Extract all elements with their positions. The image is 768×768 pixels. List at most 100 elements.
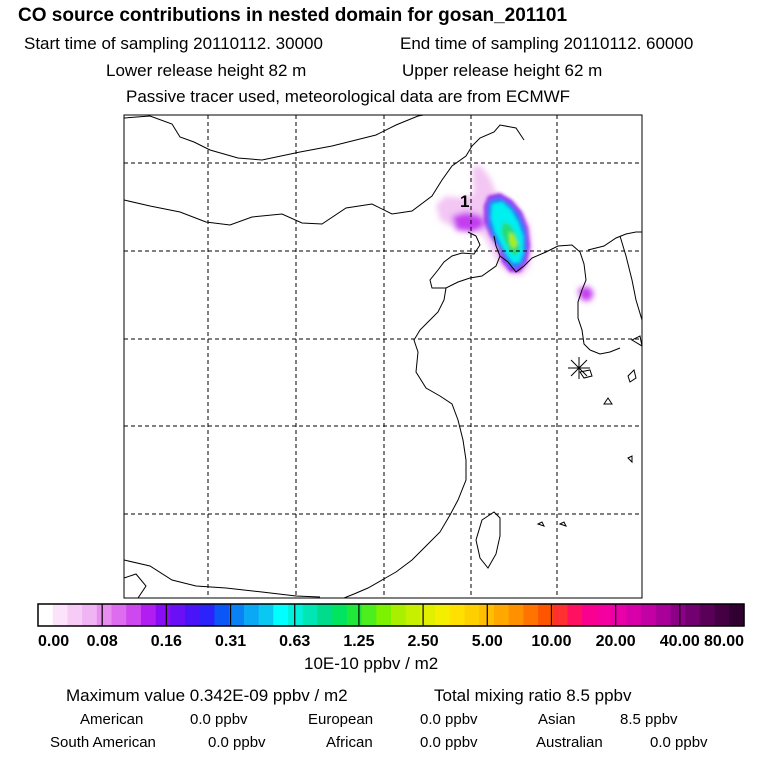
map-label: 1	[460, 192, 469, 211]
colorbar-tick-label: 0.08	[87, 633, 118, 650]
colorbar-swatch	[185, 604, 201, 626]
start-sampling-time: Start time of sampling 20110112. 30000	[24, 34, 323, 53]
colorbar-swatch	[288, 604, 304, 626]
region-south-american-name: South American	[50, 734, 156, 751]
colorbar: 0.00 0.08 0.16 0.31 0.63 1.25 2.50 5.00 10.00 20.…	[37, 603, 745, 650]
colorbar-swatch	[670, 604, 686, 626]
region-american-value: 0.0 ppbv	[190, 711, 248, 728]
colorbar-swatch	[538, 604, 554, 626]
colorbar-tick-label: 0.63	[279, 633, 310, 650]
colorbar-tick-label: 0.31	[215, 633, 246, 650]
colorbar-swatch	[317, 604, 333, 626]
colorbar-tick-label: 5.00	[472, 633, 503, 650]
taiwan-island	[475, 511, 501, 569]
colorbar-tick-label: 0.00	[38, 633, 69, 650]
colorbar-swatch	[641, 604, 657, 626]
region-asian-name: Asian	[538, 711, 576, 728]
korea-peninsula	[619, 235, 642, 321]
colorbar-swatch	[552, 604, 569, 626]
colorbar-swatch	[229, 604, 245, 626]
colorbar-swatch	[361, 604, 377, 626]
colorbar-swatch	[596, 604, 613, 626]
colorbar-swatch	[685, 604, 701, 626]
end-sampling-time: End time of sampling 20110112. 60000	[400, 34, 694, 53]
colorbar-tick-label: 40.00	[660, 633, 700, 650]
colorbar-swatch	[126, 604, 142, 626]
colorbar-major-ticks	[101, 604, 681, 626]
colorbar-tick-label: 10.00	[531, 633, 571, 650]
colorbar-swatch	[611, 604, 627, 626]
colorbar-swatch	[567, 604, 583, 626]
receptor-marker	[568, 357, 590, 379]
jeju-island	[579, 369, 593, 379]
korea-east-coast	[587, 231, 642, 251]
region-european-name: European	[308, 711, 374, 728]
colorbar-swatch	[493, 604, 510, 626]
korea-west-coast	[577, 251, 591, 351]
colorbar-swatch	[435, 604, 451, 626]
colorbar-swatch	[376, 604, 392, 626]
hainan-coast	[124, 573, 147, 598]
yellow-sea-coast	[343, 287, 467, 598]
lower-release-height: Lower release height 82 m	[106, 61, 307, 80]
colorbar-tick-label: 80.00	[704, 633, 744, 650]
japan-islands	[536, 335, 642, 527]
colorbar-swatch	[626, 604, 642, 626]
colorbar-tick-label: 0.16	[151, 633, 182, 650]
plume-field	[436, 165, 594, 301]
colorbar-swatch	[405, 604, 422, 626]
tracer-note: Passive tracer used, meteorological data…	[126, 87, 571, 106]
region-african-name: African	[326, 734, 373, 751]
colorbar-swatch	[346, 604, 363, 626]
colorbar-swatch	[391, 604, 407, 626]
upper-release-height: Upper release height 62 m	[402, 61, 603, 80]
colorbar-swatch	[302, 604, 319, 626]
plume-lime	[509, 232, 517, 249]
colorbar-tick-label: 20.00	[596, 633, 636, 650]
northern-border	[124, 115, 427, 161]
colorbar-swatch	[714, 604, 730, 626]
colorbar-swatch	[155, 604, 171, 626]
colorbar-swatch	[38, 604, 54, 626]
colorbar-swatch	[729, 604, 745, 626]
map-frame	[123, 114, 643, 599]
colorbar-swatch	[464, 604, 480, 626]
korea-south-coast	[589, 347, 621, 355]
maximum-value: Maximum value 0.342E-09 ppbv / m2	[66, 686, 348, 705]
colorbar-swatch	[449, 604, 466, 626]
colorbar-swatch	[82, 604, 98, 626]
colorbar-swatch	[655, 604, 672, 626]
colorbar-swatch	[273, 604, 289, 626]
colorbar-swatch	[140, 604, 157, 626]
chart-title: CO source contributions in nested domain…	[18, 5, 568, 26]
liaodong-coast	[499, 244, 581, 273]
colorbar-swatch	[96, 604, 113, 626]
colorbar-swatch	[199, 604, 216, 626]
colorbar-tick-label: 1.25	[343, 633, 374, 650]
colorbar-units: 10E-10 ppbv / m2	[304, 654, 439, 673]
colorbar-swatch	[67, 604, 83, 626]
colorbar-swatch	[332, 604, 348, 626]
region-asian-value: 8.5 ppbv	[620, 711, 678, 728]
colorbar-tick-labels: 0.00 0.08 0.16 0.31 0.63 1.25 2.50 5.00 10.00 20.…	[38, 633, 744, 650]
colorbar-swatch	[52, 604, 69, 626]
concentration-map: 1	[123, 114, 643, 599]
colorbar-swatch	[170, 604, 186, 626]
colorbar-swatch	[243, 604, 260, 626]
plume-west-blob	[452, 212, 486, 232]
region-australian-value: 0.0 ppbv	[650, 734, 708, 751]
grid-lines	[124, 115, 642, 598]
colorbar-swatch	[582, 604, 598, 626]
inner-mongolia-border	[124, 124, 525, 226]
south-coast	[124, 559, 321, 598]
colorbar-swatch	[214, 604, 230, 626]
colorbar-swatch	[258, 604, 274, 626]
bohai-coast	[429, 231, 501, 289]
region-european-value: 0.0 ppbv	[420, 711, 478, 728]
region-african-value: 0.0 ppbv	[420, 734, 478, 751]
total-mixing-ratio: Total mixing ratio 8.5 ppbv	[434, 686, 632, 705]
colorbar-swatch	[699, 604, 716, 626]
region-australian-name: Australian	[536, 734, 603, 751]
colorbar-swatch	[523, 604, 539, 626]
region-south-american-value: 0.0 ppbv	[208, 734, 266, 751]
